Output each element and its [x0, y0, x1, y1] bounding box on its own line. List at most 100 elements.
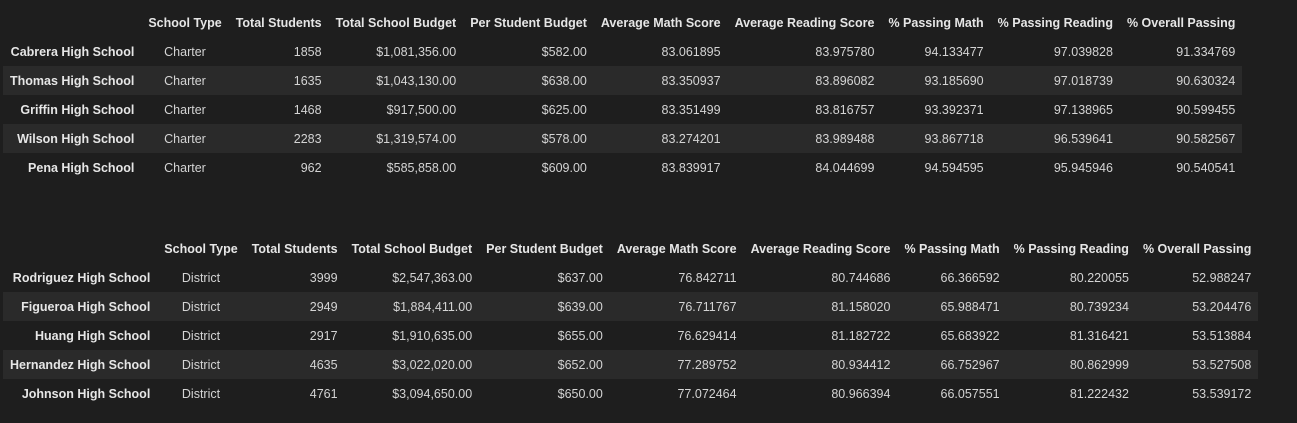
school-name: Pena High School	[28, 160, 135, 175]
school-name: Wilson High School	[17, 131, 135, 146]
avg-reading-cell: 84.044699	[815, 160, 875, 175]
passing-math-cell: 93.185690	[924, 73, 984, 88]
passing-math-cell: 93.392371	[924, 102, 984, 117]
per-student-budget-cell: $625.00	[541, 102, 587, 117]
total-budget-cell: $1,884,411.00	[393, 299, 473, 314]
header-passing-math: % Passing Math	[888, 15, 984, 30]
total-budget-cell: $3,094,650.00	[392, 386, 473, 401]
passing-math-cell: 65.683922	[940, 328, 1000, 343]
overall-passing-cell: 53.539172	[1192, 386, 1252, 401]
table-row: Hernandez High School District 4635 $3,0…	[3, 350, 1259, 379]
passing-reading-cell: 97.039828	[1053, 44, 1113, 59]
passing-math-cell: 66.752967	[940, 357, 1000, 372]
header-total-students: Total Students	[251, 241, 338, 256]
passing-math-cell: 65.988471	[940, 299, 1000, 314]
header-average-math-score: Average Math Score	[616, 241, 737, 256]
total-budget-cell: $2,547,363.00	[392, 270, 473, 285]
header-overall-passing: % Overall Passing	[1142, 241, 1252, 256]
per-student-budget-cell: $639.00	[557, 299, 603, 314]
per-student-budget-cell: $638.00	[541, 73, 587, 88]
per-student-budget-cell: $655.00	[557, 328, 603, 343]
passing-reading-cell: 95.945946	[1053, 160, 1113, 175]
overall-passing-cell: 52.988247	[1192, 270, 1252, 285]
school-type-cell: District	[181, 386, 221, 401]
passing-reading-cell: 80.220055	[1069, 270, 1129, 285]
header-total-school-budget: Total School Budget	[351, 241, 473, 256]
passing-math-cell: 94.133477	[924, 44, 984, 59]
avg-math-cell: 83.061895	[661, 44, 721, 59]
header-school-type: School Type	[164, 241, 238, 256]
school-type-cell: District	[181, 270, 221, 285]
table-row: Johnson High School District 4761 $3,094…	[3, 379, 1259, 408]
passing-math-cell: 66.366592	[940, 270, 1000, 285]
total-budget-cell: $1,319,574.00	[376, 131, 457, 146]
total-students-cell: 2949	[309, 299, 338, 314]
header-average-math-score: Average Math Score	[600, 15, 721, 30]
per-student-budget-cell: $652.00	[557, 357, 603, 372]
total-budget-cell: $1,081,356.00	[376, 44, 457, 59]
table-row: Wilson High School Charter 2283 $1,319,5…	[3, 124, 1243, 153]
passing-reading-cell: 96.539641	[1053, 131, 1113, 146]
total-students-cell: 4635	[309, 357, 338, 372]
total-students-cell: 962	[300, 160, 322, 175]
avg-math-cell: 83.839917	[661, 160, 721, 175]
school-type-cell: District	[181, 328, 221, 343]
total-students-cell: 4761	[309, 386, 338, 401]
avg-reading-cell: 83.816757	[815, 102, 875, 117]
school-type-cell: Charter	[164, 44, 206, 59]
school-type-cell: Charter	[164, 131, 206, 146]
total-students-cell: 2283	[293, 131, 322, 146]
per-student-budget-cell: $637.00	[557, 270, 603, 285]
total-students-cell: 1468	[293, 102, 322, 117]
passing-reading-cell: 80.739234	[1069, 299, 1129, 314]
passing-math-cell: 66.057551	[940, 386, 1000, 401]
overall-passing-cell: 90.630324	[1176, 73, 1236, 88]
overall-passing-cell: 53.204476	[1192, 299, 1252, 314]
per-student-budget-cell: $609.00	[541, 160, 587, 175]
table-row: Pena High School Charter 962 $585,858.00…	[3, 153, 1243, 182]
header-total-school-budget: Total School Budget	[335, 15, 457, 30]
overall-passing-cell: 90.599455	[1176, 102, 1236, 117]
avg-math-cell: 77.289752	[677, 357, 737, 372]
per-student-budget-cell: $650.00	[557, 386, 603, 401]
total-budget-cell: $3,022,020.00	[392, 357, 473, 372]
header-row: School Type Total Students Total School …	[3, 8, 1242, 37]
avg-reading-cell: 80.966394	[831, 386, 891, 401]
avg-math-cell: 76.629414	[677, 328, 737, 343]
total-students-cell: 1858	[293, 44, 322, 59]
school-name: Thomas High School	[10, 73, 135, 88]
avg-reading-cell: 80.934412	[831, 357, 891, 372]
table-header: School Type Total Students Total School …	[3, 234, 1258, 263]
header-school-type: School Type	[148, 15, 222, 30]
school-type-cell: Charter	[164, 73, 206, 88]
avg-math-cell: 83.351499	[661, 102, 721, 117]
passing-reading-cell: 97.018739	[1053, 73, 1113, 88]
avg-math-cell: 83.274201	[661, 131, 721, 146]
overall-passing-cell: 53.513884	[1192, 328, 1252, 343]
total-budget-cell: $585,858.00	[386, 160, 457, 175]
header-passing-reading: % Passing Reading	[1013, 241, 1129, 256]
table-row: Griffin High School Charter 1468 $917,50…	[3, 95, 1243, 124]
avg-math-cell: 76.842711	[678, 270, 737, 285]
total-students-cell: 3999	[309, 270, 338, 285]
total-budget-cell: $1,043,130.00	[376, 73, 457, 88]
overall-passing-cell: 90.540541	[1176, 160, 1236, 175]
avg-reading-cell: 83.975780	[815, 44, 875, 59]
header-average-reading-score: Average Reading Score	[734, 15, 875, 30]
school-name: Griffin High School	[20, 102, 135, 117]
avg-math-cell: 77.072464	[677, 386, 737, 401]
table-row: Rodriguez High School District 3999 $2,5…	[3, 263, 1259, 292]
table-body: Cabrera High School Charter 1858 $1,081,…	[3, 37, 1243, 182]
avg-reading-cell: 80.744686	[831, 270, 891, 285]
passing-reading-cell: 81.222432	[1069, 386, 1129, 401]
avg-reading-cell: 81.182722	[831, 328, 891, 343]
total-students-cell: 2917	[309, 328, 338, 343]
header-per-student-budget: Per Student Budget	[470, 15, 587, 30]
school-type-cell: Charter	[164, 160, 206, 175]
passing-math-cell: 93.867718	[924, 131, 984, 146]
passing-reading-cell: 81.316421	[1069, 328, 1129, 343]
table-row: Cabrera High School Charter 1858 $1,081,…	[3, 37, 1243, 66]
avg-reading-cell: 81.158020	[831, 299, 891, 314]
top-schools-table: School Type Total Students Total School …	[3, 8, 1243, 182]
table-row: Huang High School District 2917 $1,910,6…	[3, 321, 1259, 350]
